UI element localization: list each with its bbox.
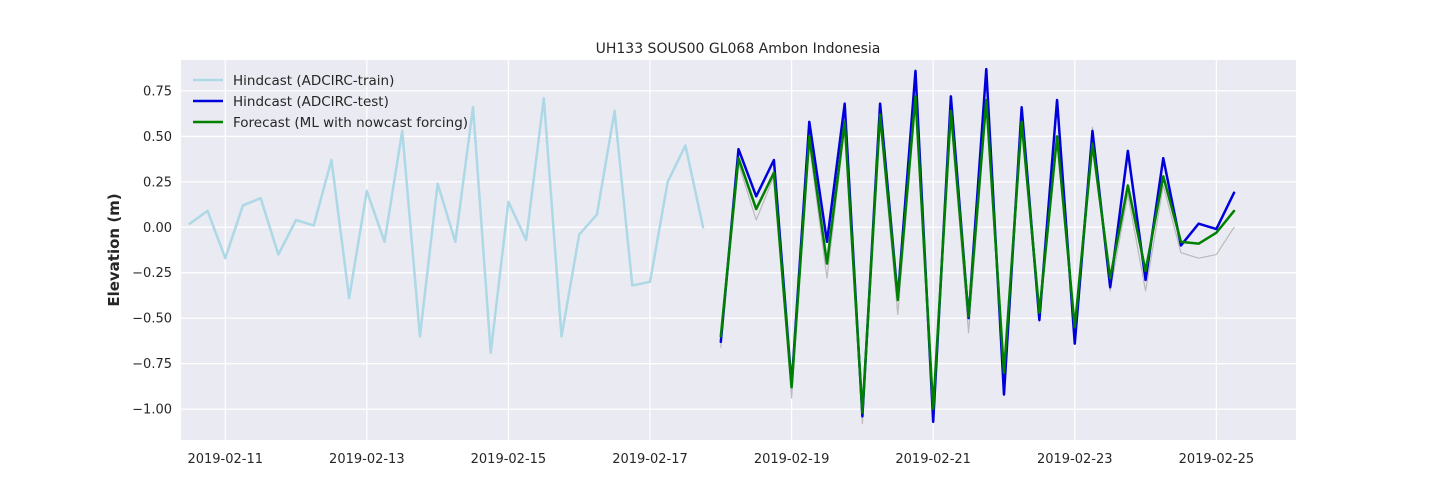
x-tick-label: 2019-02-21 bbox=[895, 452, 971, 467]
x-tick-label: 2019-02-19 bbox=[754, 452, 830, 467]
x-tick-label: 2019-02-13 bbox=[329, 452, 405, 467]
legend-label-forecast: Forecast (ML with nowcast forcing) bbox=[233, 115, 468, 131]
series-line-train bbox=[188, 96, 705, 354]
legend-label-train: Hindcast (ADCIRC-train) bbox=[233, 73, 394, 89]
y-tick-label: −0.50 bbox=[132, 312, 172, 327]
grid-lines bbox=[181, 60, 1296, 440]
y-axis-label: Elevation (m) bbox=[105, 193, 123, 306]
x-tick-label: 2019-02-23 bbox=[1037, 452, 1113, 467]
x-tick-label: 2019-02-15 bbox=[471, 452, 547, 467]
y-tick-label: 0.00 bbox=[143, 221, 172, 236]
legend-entry-train: Hindcast (ADCIRC-train) bbox=[193, 73, 394, 89]
y-tick-label: 0.25 bbox=[143, 175, 172, 190]
y-tick-label: 0.50 bbox=[143, 130, 172, 145]
legend-label-test: Hindcast (ADCIRC-test) bbox=[233, 94, 389, 110]
legend-entry-test: Hindcast (ADCIRC-test) bbox=[193, 94, 389, 110]
x-tick-label: 2019-02-17 bbox=[612, 452, 688, 467]
series-lines bbox=[188, 67, 1236, 425]
y-tick-label: −0.75 bbox=[132, 357, 172, 372]
y-tick-labels: 0.75 0.50 0.25 0.00 −0.25 −0.50 −0.75 −1.00 bbox=[132, 84, 172, 417]
legend-entry-forecast: Forecast (ML with nowcast forcing) bbox=[193, 115, 468, 131]
x-tick-label: 2019-02-11 bbox=[187, 452, 263, 467]
x-tick-labels: 2019-02-11 2019-02-13 2019-02-15 2019-02-17… bbox=[187, 452, 1254, 467]
chart-title: UH133 SOUS00 GL068 Ambon Indonesia bbox=[596, 41, 881, 57]
y-tick-label: 0.75 bbox=[143, 84, 172, 99]
y-tick-label: −0.25 bbox=[132, 266, 172, 281]
y-tick-label: −1.00 bbox=[132, 403, 172, 418]
series-line-forecast bbox=[719, 95, 1236, 414]
x-tick-label: 2019-02-25 bbox=[1179, 452, 1255, 467]
legend: Hindcast (ADCIRC-train) Hindcast (ADCIRC… bbox=[193, 73, 468, 131]
